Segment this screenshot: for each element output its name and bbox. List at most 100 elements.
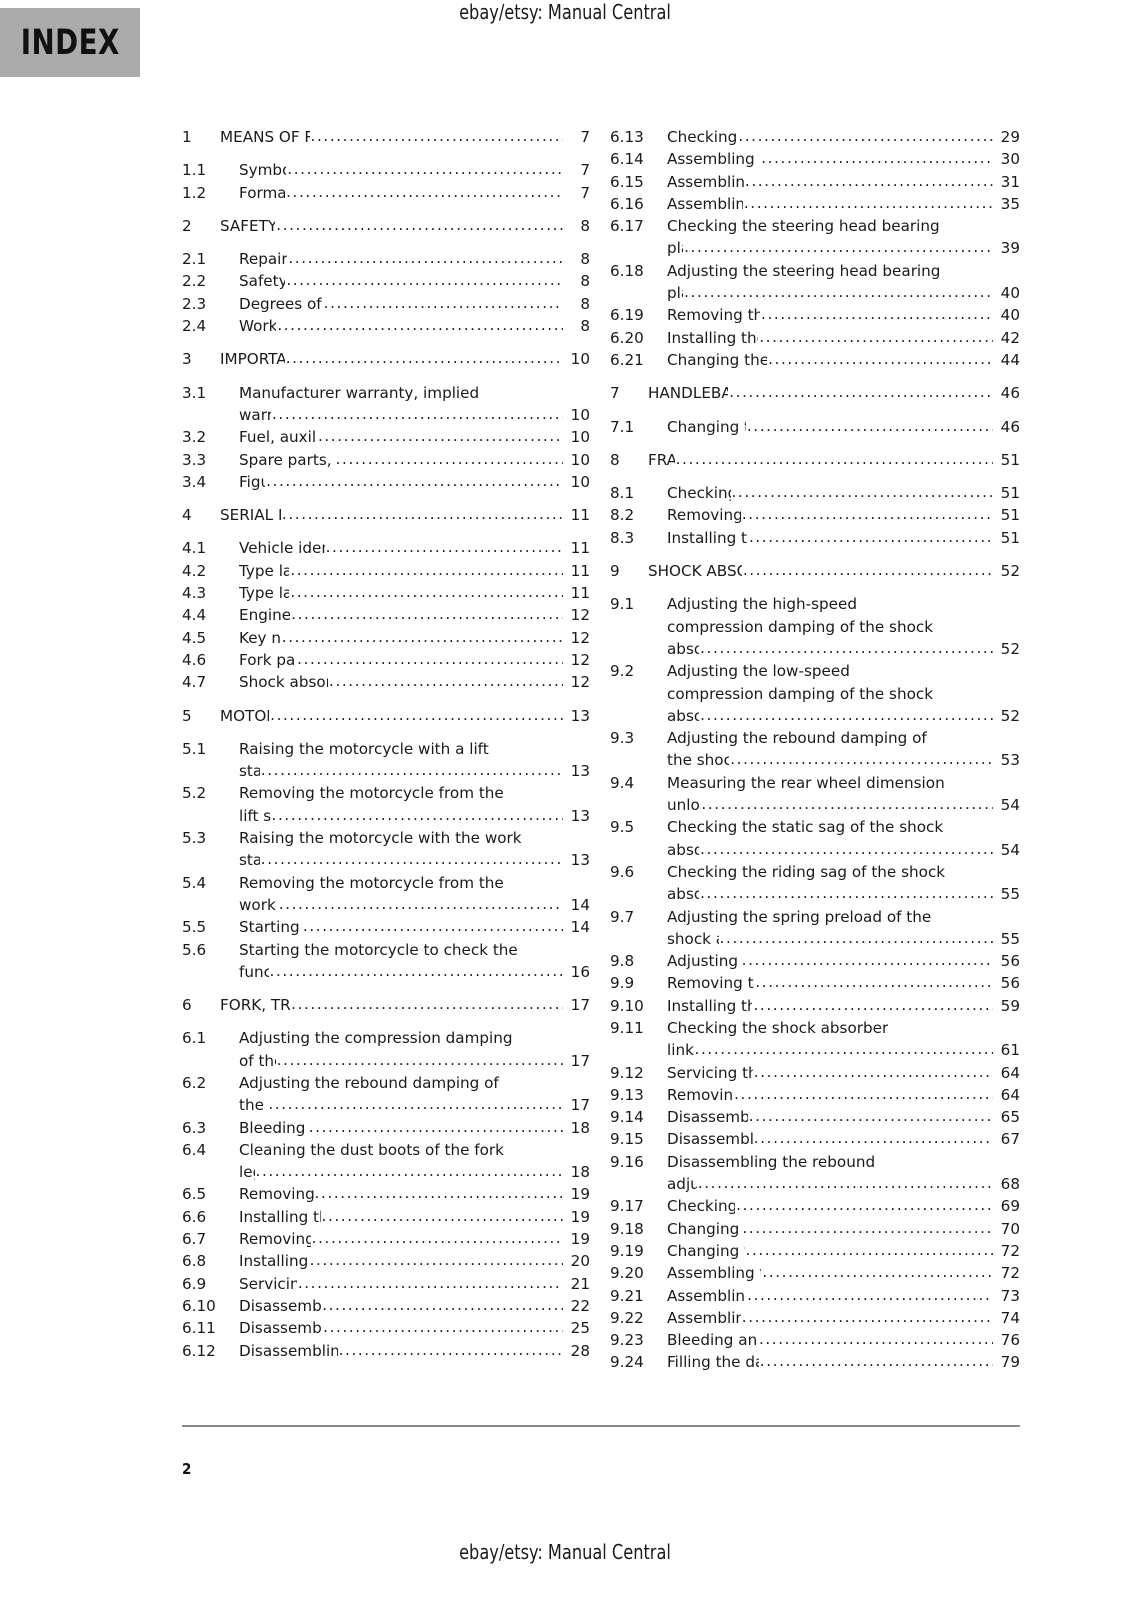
toc-entry-row[interactable]: 6.9 Servicing the fork 21 — [182, 1273, 590, 1295]
toc-entry-row[interactable]: 9.24 Filling the damper with nitrogen 79 — [610, 1351, 1020, 1373]
toc-entry-row[interactable]: 9.10 Installing the shock absorber 59 — [610, 995, 1020, 1017]
toc-entry-row[interactable]: 6.5 Removing fork protector 19 — [182, 1183, 590, 1205]
toc-chapter-row[interactable]: 4 SERIAL NUMBERS 11 — [182, 504, 590, 526]
toc-entry-row[interactable]: 4.5 Key number 12 — [182, 627, 590, 649]
toc-entry-row[interactable]: 9.19 Changing the silent block 72 — [610, 1240, 1020, 1262]
toc-entry-row[interactable]: 4.4 Engine number 12 — [182, 604, 590, 626]
toc-entry-row[interactable]: 9.13 Removing the spring 64 — [610, 1084, 1020, 1106]
toc-entry-row[interactable]: 9.20 Assembling the rebound adjuster 72 — [610, 1262, 1020, 1284]
toc-entry-row[interactable]: 6.10 Disassembling the fork legs 22 — [182, 1295, 590, 1317]
toc-entry-row[interactable]: 8.2 Removing engine guard 51 — [610, 504, 1020, 526]
toc-entry-row[interactable]: 6.18 Adjusting the steering head bearing p… — [610, 260, 1020, 305]
toc-entry-row[interactable]: 6.13 Checking the fork legs 29 — [610, 126, 1020, 148]
dot-leader — [277, 318, 563, 333]
toc-entry-row[interactable]: 6.11 Disassembling the cartridge 25 — [182, 1317, 590, 1339]
toc-entry-row[interactable]: 9.11 Checking the shock absorber linkage 61 — [610, 1017, 1020, 1062]
toc-entry-row[interactable]: 6.7 Removing the fork legs 19 — [182, 1228, 590, 1250]
toc-entry-row[interactable]: 9.6 Checking the riding sag of the shock a… — [610, 861, 1020, 906]
toc-entry-row[interactable]: 2.4 Work rules 8 — [182, 315, 590, 337]
toc-entry-row[interactable]: 5.4 Removing the motorcycle from the work … — [182, 872, 590, 917]
dot-leader — [270, 708, 563, 723]
toc-entry-title: Measuring the rear wheel dimension — [667, 773, 945, 792]
toc-entry-row[interactable]: 6.15 Assembling the cartridge 31 — [610, 171, 1020, 193]
toc-entry-row[interactable]: 6.1 Adjusting the compression damping of t… — [182, 1027, 590, 1072]
toc-entry-row[interactable]: 6.4 Cleaning the dust boots of the fork le… — [182, 1139, 590, 1184]
dot-leader — [336, 452, 563, 467]
toc-chapter-row[interactable]: 8 FRAME 51 — [610, 449, 1020, 471]
toc-entry-number: 2.4 — [182, 317, 207, 336]
toc-line-wrap: Manufacturer warranty, implied — [239, 382, 590, 404]
toc-entry-row[interactable]: 4.6 Fork part number 12 — [182, 649, 590, 671]
toc-entry-row[interactable]: 9.4 Measuring the rear wheel dimension unl… — [610, 772, 1020, 817]
toc-entry-row[interactable]: 6.16 Assembling the fork legs 35 — [610, 193, 1020, 215]
toc-entry-row[interactable]: 9.16 Disassembling the rebound adjuster 68 — [610, 1151, 1020, 1196]
toc-entry-row[interactable]: 5.5 Starting the vehicle 14 — [182, 916, 590, 938]
toc-entry-row[interactable]: 6.3 Bleeding the fork legs 18 — [182, 1117, 590, 1139]
toc-entry-row[interactable]: 3.4 Figures 10 — [182, 471, 590, 493]
toc-entry-row[interactable]: 9.23 Bleeding and filling the damper 76 — [610, 1329, 1020, 1351]
toc-entry-row[interactable]: 9.2 Adjusting the low-speed compression da… — [610, 660, 1020, 727]
toc-entry-row[interactable]: 9.14 Disassembling the damper 65 — [610, 1106, 1020, 1128]
toc-entry-row[interactable]: 9.1 Adjusting the high-speed compression d… — [610, 593, 1020, 660]
toc-entry-row[interactable]: 6.6 Installing the fork protector 19 — [182, 1206, 590, 1228]
toc-entry-row[interactable]: 9.15 Disassembling the piston rod 67 — [610, 1128, 1020, 1150]
toc-entry-row[interactable]: 9.22 Assembling the damper 74 — [610, 1307, 1020, 1329]
toc-chapter-row[interactable]: 1 MEANS OF REPRESENTATION 7 — [182, 126, 590, 148]
toc-entry-row[interactable]: 2.1 Repair Manual 8 — [182, 248, 590, 270]
toc-entry-row[interactable]: 2.2 Safety advice 8 — [182, 270, 590, 292]
toc-entry-row[interactable]: 9.5 Checking the static sag of the shock a… — [610, 816, 1020, 861]
toc-entry-row[interactable]: 9.12 Servicing the shock absorber 64 — [610, 1062, 1020, 1084]
dot-leader — [282, 630, 563, 645]
toc-entry-row[interactable]: 6.20 Installing the lower triple clamp 42 — [610, 327, 1020, 349]
toc-chapter-row[interactable]: 9 SHOCK ABSORBER, LINK FORK 52 — [610, 560, 1020, 582]
toc-chapter-row[interactable]: 2 SAFETY ADVICE 8 — [182, 215, 590, 237]
toc-chapter-row[interactable]: 7 HANDLEBAR, CONTROLS 46 — [610, 382, 1020, 404]
toc-entry-row[interactable]: 6.12 Disassembling the tap compression 28 — [182, 1340, 590, 1362]
toc-entry-title: Assembling the fork legs — [667, 194, 743, 213]
page-number: 2 — [182, 1460, 192, 1478]
toc-entry-row[interactable]: 1.2 Formats used 7 — [182, 182, 590, 204]
toc-entry-row[interactable]: 9.8 Adjusting the riding sag 56 — [610, 950, 1020, 972]
toc-line-final: Removing fork protector 19 — [239, 1183, 590, 1205]
toc-entry-row[interactable]: 5.1 Raising the motorcycle with a lift sta… — [182, 738, 590, 783]
toc-entry-row[interactable]: 6.2 Adjusting the rebound damping of the f… — [182, 1072, 590, 1117]
toc-entry-row[interactable]: 4.2 Type label (EU) 11 — [182, 560, 590, 582]
toc-entry-page: 10 — [570, 405, 590, 424]
dot-leader — [276, 218, 563, 233]
toc-entry-title: Checking the damper — [667, 1197, 736, 1216]
toc-entry-row[interactable]: 5.3 Raising the motorcycle with the work s… — [182, 827, 590, 872]
toc-entry-row[interactable]: 9.3 Adjusting the rebound damping of the s… — [610, 727, 1020, 772]
toc-entry-row[interactable]: 6.8 Installing the fork legs 20 — [182, 1250, 590, 1272]
toc-line-final: Disassembling the piston rod 67 — [667, 1128, 1020, 1150]
toc-entry-row[interactable]: 5.2 Removing the motorcycle from the lift … — [182, 782, 590, 827]
toc-entry-row[interactable]: 6.14 Assembling the tap compression 30 — [610, 148, 1020, 170]
toc-line-final: function 16 — [239, 961, 590, 983]
toc-entry-row[interactable]: 6.19 Removing the lower triple clamp 40 — [610, 304, 1020, 326]
toc-entry-row[interactable]: 5.6 Starting the motorcycle to check the f… — [182, 939, 590, 984]
toc-entry-number: 1.1 — [182, 161, 207, 180]
toc-entry-row[interactable]: 7.1 Changing the throttle grip 46 — [610, 416, 1020, 438]
toc-entry-title: SERIAL NUMBERS — [220, 506, 281, 525]
toc-entry-row[interactable]: 9.9 Removing the shock absorber 56 — [610, 972, 1020, 994]
toc-entry-row[interactable]: 9.18 Changing the heim joint 70 — [610, 1218, 1020, 1240]
toc-entry-row[interactable]: 3.2 Fuel, auxiliary substances 10 — [182, 426, 590, 448]
toc-entry-row[interactable]: 4.1 Vehicle identification number 11 — [182, 537, 590, 559]
toc-entry-row[interactable]: 1.1 Symbols used 7 — [182, 159, 590, 181]
toc-chapter-row[interactable]: 3 IMPORTANT NOTES 10 — [182, 348, 590, 370]
toc-entry-row[interactable]: 4.3 Type label (US) 11 — [182, 582, 590, 604]
toc-entry-title: Adjusting the steering head bearing — [667, 261, 941, 280]
toc-entry-row[interactable]: 8.3 Installing the engine guard 51 — [610, 527, 1020, 549]
toc-entry-row[interactable]: 8.1 Checking the frame 51 — [610, 482, 1020, 504]
toc-entry-row[interactable]: 9.17 Checking the damper 69 — [610, 1195, 1020, 1217]
toc-entry-row[interactable]: 2.3 Degrees of risk and symbols 8 — [182, 293, 590, 315]
toc-chapter-row[interactable]: 5 MOTORCYCLE 13 — [182, 705, 590, 727]
toc-entry-title: Servicing the fork — [239, 1274, 297, 1293]
toc-entry-row[interactable]: 9.7 Adjusting the spring preload of the sh… — [610, 906, 1020, 951]
toc-entry-row[interactable]: 6.21 Changing the steering head bearing 44 — [610, 349, 1020, 371]
toc-chapter-row[interactable]: 6 FORK, TRIPLE CLAMP 17 — [182, 994, 590, 1016]
toc-entry-row[interactable]: 3.1 Manufacturer warranty, implied warrant… — [182, 382, 590, 427]
toc-entry-row[interactable]: 9.21 Assembling the piston rod 73 — [610, 1285, 1020, 1307]
toc-entry-row[interactable]: 3.3 Spare parts, technical accessories 10 — [182, 449, 590, 471]
toc-entry-row[interactable]: 6.17 Checking the steering head bearing pl… — [610, 215, 1020, 260]
toc-entry-row[interactable]: 4.7 Shock absorber article number 12 — [182, 671, 590, 693]
